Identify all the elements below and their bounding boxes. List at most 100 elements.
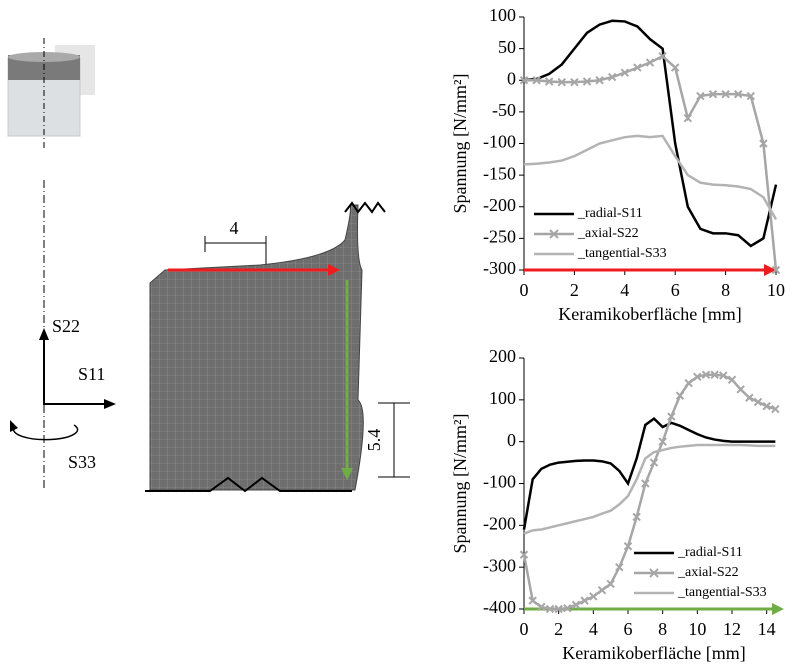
marker xyxy=(736,385,745,394)
marker xyxy=(745,393,754,402)
marker xyxy=(557,77,567,87)
series-line xyxy=(523,19,778,248)
marker xyxy=(667,412,676,421)
arrow-head xyxy=(772,603,784,615)
marker xyxy=(693,372,702,382)
legend-label: _axial-S22 xyxy=(677,565,739,580)
arrow-head xyxy=(764,264,776,276)
y-tick-label: -300 xyxy=(483,258,516,278)
y-tick-label: -250 xyxy=(483,227,516,247)
x-axis-label: Keramikoberfläche [mm] xyxy=(558,304,741,324)
legend-label: _tangential-S33 xyxy=(677,585,767,600)
marker xyxy=(733,89,743,99)
x-tick-label: 14 xyxy=(758,619,776,639)
marker xyxy=(721,89,730,99)
marker xyxy=(753,397,763,407)
y-tick-label: -400 xyxy=(483,597,516,617)
y-tick-label: 50 xyxy=(498,37,516,57)
marker xyxy=(597,585,607,595)
dimension-label: 4 xyxy=(230,218,239,238)
marker xyxy=(658,437,667,446)
y-tick-label: 0 xyxy=(507,68,516,88)
arrow-head xyxy=(104,399,116,409)
y-axis-label: Spannung [N/mm²] xyxy=(450,74,470,214)
marker xyxy=(670,63,680,72)
y-tick-label: -150 xyxy=(483,163,516,183)
legend-label: _tangential-S33 xyxy=(577,246,667,261)
marker xyxy=(708,89,718,99)
marker xyxy=(649,458,659,467)
marker xyxy=(683,113,693,123)
marker xyxy=(675,391,685,400)
series-line xyxy=(523,134,778,221)
dimension-label: 5.4 xyxy=(364,429,384,452)
marker xyxy=(719,371,728,380)
y-tick-label: 200 xyxy=(489,346,516,366)
series-line xyxy=(524,54,778,271)
marker xyxy=(632,512,641,522)
marker xyxy=(563,603,572,613)
marker xyxy=(606,579,615,589)
x-tick-label: 2 xyxy=(554,619,563,639)
marker xyxy=(696,91,705,101)
marker xyxy=(620,68,630,77)
marker xyxy=(684,378,693,388)
x-tick-label: 8 xyxy=(721,280,730,300)
break-symbol xyxy=(145,476,352,493)
break-symbol xyxy=(344,201,386,214)
marker xyxy=(571,600,581,610)
y-tick-label: 100 xyxy=(489,5,516,25)
marker xyxy=(532,76,541,85)
x-tick-label: 0 xyxy=(520,619,529,639)
series-line xyxy=(523,443,776,535)
x-tick-label: 10 xyxy=(767,280,785,300)
marker xyxy=(710,370,719,379)
legend-label: _axial-S22 xyxy=(577,226,639,241)
arrow-head xyxy=(328,264,340,276)
y-tick-label: -200 xyxy=(483,513,516,533)
marker xyxy=(554,604,563,614)
y-tick-label: -100 xyxy=(483,132,516,152)
legend-marker xyxy=(549,229,559,239)
y-axis-label: Spannung [N/mm²] xyxy=(450,414,470,554)
s11-label: S11 xyxy=(78,364,105,384)
marker xyxy=(570,77,579,87)
arrow-head xyxy=(10,420,18,432)
marker xyxy=(580,596,589,605)
marker xyxy=(727,375,737,384)
marker xyxy=(595,76,604,85)
x-axis-label: Keramikoberfläche [mm] xyxy=(562,643,745,663)
legend-label: _radial-S11 xyxy=(577,206,643,221)
marker xyxy=(528,596,537,605)
x-tick-label: 10 xyxy=(688,619,706,639)
marker xyxy=(771,404,780,414)
marker xyxy=(623,542,633,551)
marker xyxy=(645,58,655,67)
marker xyxy=(746,91,756,101)
marker xyxy=(615,562,624,572)
legend-label: _radial-S11 xyxy=(677,545,743,560)
s33-arrow xyxy=(12,424,79,441)
series-line xyxy=(522,417,776,530)
marker xyxy=(762,401,771,411)
x-tick-label: 4 xyxy=(589,619,598,639)
arrow-head xyxy=(39,328,49,340)
y-tick-label: -50 xyxy=(492,100,516,120)
marker xyxy=(658,52,667,61)
x-tick-label: 4 xyxy=(620,280,629,300)
marker xyxy=(537,602,546,612)
y-tick-label: 0 xyxy=(507,430,516,450)
marker xyxy=(545,604,555,614)
marker xyxy=(607,72,617,82)
marker xyxy=(582,77,592,86)
x-tick-label: 8 xyxy=(658,619,667,639)
marker xyxy=(519,76,529,85)
marker xyxy=(519,550,529,559)
y-tick-label: -300 xyxy=(483,555,516,575)
x-tick-label: 12 xyxy=(723,619,741,639)
s22-label: S22 xyxy=(52,316,80,336)
cylinder-icon xyxy=(7,38,95,150)
arrow-head xyxy=(341,468,353,480)
